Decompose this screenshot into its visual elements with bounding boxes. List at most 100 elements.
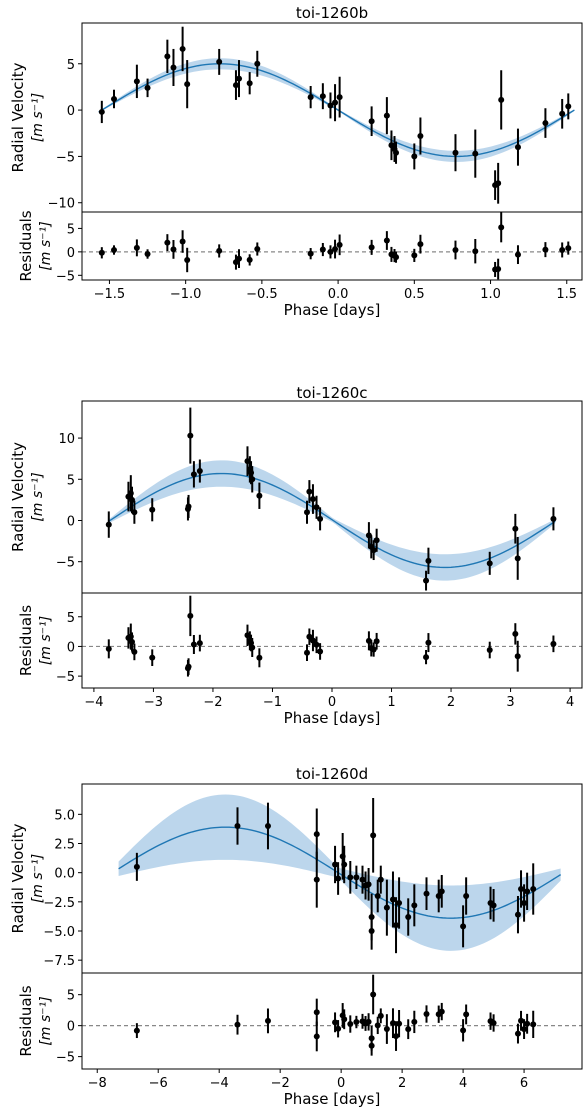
residual-point (327, 248, 334, 255)
y-axis-unit: [m s⁻¹] (30, 854, 46, 903)
rv-point (542, 120, 549, 127)
x-tick-label: 1 (387, 695, 395, 710)
residual-axes-frame (81, 211, 583, 281)
x-tick-label: 0 (337, 1076, 345, 1091)
residual-point (524, 1020, 531, 1027)
y-axis-label: Radial Velocity (9, 62, 27, 172)
rv-point (164, 53, 171, 60)
residual-point (393, 254, 400, 261)
rv-point (232, 82, 239, 89)
chart-title: toi-1260d (296, 765, 368, 783)
rv-point (411, 153, 418, 160)
res-y-axis-unit: [m s⁻¹] (38, 996, 54, 1045)
residual-point (179, 238, 186, 245)
residual-point (313, 1033, 320, 1040)
residual-point (236, 255, 243, 262)
x-tick-label: 3 (506, 695, 514, 710)
y-axis-label: Radial Velocity (9, 823, 27, 933)
rv-point (495, 180, 502, 187)
y-axis-unit: [m s⁻¹] (30, 93, 46, 142)
rv-point (370, 832, 377, 839)
y-axis-unit: [m s⁻¹] (30, 472, 46, 521)
res-y-tick-label: −5 (56, 670, 75, 685)
x-tick-label: −2 (203, 695, 222, 710)
residual-point (373, 638, 380, 645)
rv-point (304, 509, 310, 516)
rv-point (377, 876, 384, 883)
y-axis-label: Radial Velocity (9, 442, 27, 552)
res-y-axis-label: Residuals (17, 605, 35, 676)
residual-point (164, 239, 171, 246)
x-tick-label: −2 (271, 1076, 290, 1091)
rv-point (246, 80, 253, 87)
rv-point (185, 503, 192, 510)
rv-point (417, 133, 424, 140)
x-tick-label: −1.5 (94, 287, 126, 302)
rv-point (365, 881, 372, 888)
residual-point (405, 1026, 412, 1033)
residual-point (149, 654, 156, 661)
residual-point (486, 647, 493, 654)
res-y-tick-label: 5 (67, 222, 75, 237)
residual-point (170, 246, 177, 253)
y-tick-label: −7.5 (43, 954, 75, 969)
rv-point (133, 78, 140, 85)
rv-point (313, 876, 320, 883)
y-tick-label: −5 (56, 556, 75, 571)
rv-point (512, 525, 519, 532)
residual-point (383, 237, 390, 244)
x-tick-label: −1.0 (170, 287, 202, 302)
rv-point (184, 81, 191, 88)
rv-point (396, 900, 403, 906)
residual-point (317, 648, 324, 655)
residual-point (131, 648, 138, 655)
residual-point (370, 646, 377, 653)
rv-point (383, 904, 390, 911)
residual-axes-frame (81, 972, 583, 1070)
rv-point (514, 911, 521, 918)
residual-point (249, 644, 256, 651)
rv-point (438, 888, 445, 895)
x-tick-label: −3 (144, 695, 163, 710)
x-tick-label: 0.5 (404, 287, 425, 302)
rv-point (133, 863, 140, 870)
rv-point (309, 496, 316, 503)
residual-point (530, 1021, 537, 1028)
residual-point (105, 645, 112, 652)
model-curve (118, 826, 562, 919)
rv-point (521, 900, 528, 906)
rv-point (565, 103, 572, 110)
rv-point (196, 468, 203, 475)
residual-point (495, 266, 502, 273)
rv-point (359, 876, 366, 883)
rv-point (524, 888, 531, 895)
residual-point (185, 663, 192, 670)
rv-point (306, 488, 313, 495)
rv-point (190, 471, 197, 478)
residual-point (368, 1042, 375, 1049)
residual-axes-frame (81, 592, 583, 689)
residual-point (144, 251, 151, 258)
rv-point (187, 432, 194, 439)
residual-point (438, 1008, 445, 1015)
x-tick-label: −4 (210, 1076, 229, 1091)
residual-point (374, 1022, 381, 1029)
rv-panel-1: toi-1260b −10 −5 0 5 −5 0 5 −1.5 −1.0 −0.5 0.0 0.5 1.… (9, 4, 583, 319)
residual-point (234, 1021, 241, 1028)
rv-point (336, 94, 343, 101)
res-y-tick-label: 0 (67, 640, 75, 655)
rv-point (249, 476, 256, 483)
residual-point (332, 246, 339, 253)
rv-point (472, 150, 479, 157)
x-tick-label: 4 (459, 1076, 467, 1091)
x-axis-label: Phase [days] (284, 1090, 381, 1108)
residual-point (133, 1027, 140, 1034)
residual-point (353, 1019, 360, 1026)
res-y-axis-label: Residuals (17, 985, 35, 1056)
rv-point (460, 923, 467, 930)
y-tick-label: 0.0 (54, 867, 75, 882)
residual-point (307, 250, 314, 257)
rv-point (452, 149, 459, 156)
rv-point (425, 557, 432, 564)
residual-point (498, 224, 505, 231)
